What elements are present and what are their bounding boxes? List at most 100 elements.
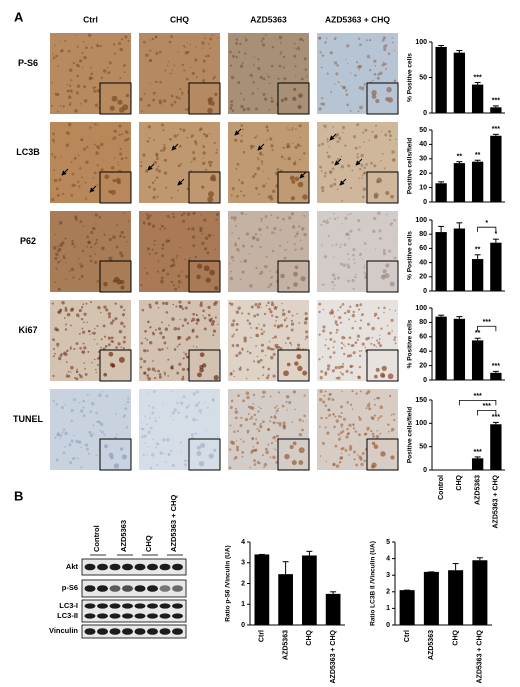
texture-dot bbox=[341, 430, 345, 433]
texture-dot bbox=[230, 322, 235, 327]
texture-dot bbox=[85, 302, 88, 305]
texture-dot bbox=[94, 338, 96, 341]
x-tick-label: Control bbox=[438, 475, 445, 500]
texture-dot bbox=[247, 412, 250, 415]
texture-dot bbox=[199, 301, 203, 305]
texture-dot bbox=[274, 417, 277, 420]
texture-dot bbox=[139, 366, 143, 369]
texture-dot bbox=[195, 403, 199, 407]
texture-dot bbox=[216, 37, 219, 39]
texture-dot bbox=[209, 47, 211, 50]
texture-dot bbox=[346, 253, 349, 256]
texture-dot bbox=[324, 171, 327, 175]
texture-dot bbox=[324, 344, 327, 347]
texture-dot bbox=[320, 370, 324, 373]
texture-dot bbox=[199, 303, 203, 307]
texture-dot bbox=[101, 430, 104, 434]
texture-dot bbox=[244, 417, 249, 422]
texture-dot bbox=[265, 450, 269, 455]
texture-dot bbox=[213, 375, 219, 381]
texture-dot bbox=[125, 93, 130, 98]
texture-dot bbox=[212, 77, 215, 80]
texture-dot bbox=[358, 455, 362, 459]
texture-dot bbox=[103, 372, 108, 377]
texture-dot bbox=[356, 153, 359, 156]
texture-dot bbox=[179, 318, 181, 321]
texture-dot bbox=[267, 443, 270, 446]
texture-dot bbox=[335, 243, 338, 246]
texture-dot bbox=[383, 306, 386, 310]
texture-dot bbox=[267, 285, 270, 289]
texture-dot bbox=[103, 281, 108, 287]
texture-dot bbox=[362, 187, 367, 191]
texture-dot bbox=[156, 463, 159, 467]
texture-dot bbox=[92, 433, 95, 435]
texture-dot bbox=[377, 417, 379, 420]
texture-dot bbox=[339, 321, 343, 324]
texture-dot bbox=[300, 276, 306, 282]
texture-dot bbox=[196, 390, 200, 394]
texture-dot bbox=[318, 303, 320, 305]
texture-dot bbox=[241, 128, 244, 131]
y-tick-label: 0 bbox=[423, 110, 427, 117]
texture-dot bbox=[89, 433, 94, 438]
texture-dot bbox=[336, 64, 339, 67]
y-tick-label: 100 bbox=[415, 39, 427, 46]
texture-dot bbox=[262, 420, 265, 424]
texture-dot bbox=[325, 220, 330, 225]
texture-dot bbox=[166, 272, 170, 276]
texture-dot bbox=[349, 212, 352, 215]
texture-dot bbox=[58, 178, 62, 182]
texture-dot bbox=[290, 196, 296, 201]
texture-dot bbox=[252, 393, 256, 397]
texture-dot bbox=[98, 393, 102, 398]
texture-dot bbox=[67, 122, 72, 127]
texture-dot bbox=[230, 216, 234, 220]
texture-dot bbox=[260, 220, 263, 223]
texture-dot bbox=[331, 244, 334, 247]
texture-dot bbox=[202, 132, 206, 136]
texture-dot bbox=[162, 146, 167, 150]
texture-dot bbox=[240, 211, 244, 215]
texture-dot bbox=[371, 432, 375, 436]
texture-dot bbox=[346, 103, 350, 107]
texture-dot bbox=[202, 69, 206, 73]
texture-dot bbox=[140, 427, 143, 431]
texture-dot bbox=[170, 103, 174, 107]
texture-dot bbox=[330, 90, 333, 93]
texture-dot bbox=[324, 41, 327, 44]
texture-dot bbox=[326, 367, 330, 371]
texture-dot bbox=[56, 193, 60, 197]
texture-dot bbox=[270, 442, 274, 445]
texture-dot bbox=[164, 69, 167, 72]
texture-dot bbox=[186, 322, 190, 325]
texture-dot bbox=[51, 104, 53, 107]
texture-dot bbox=[382, 153, 384, 155]
texture-dot bbox=[195, 313, 198, 317]
texture-dot bbox=[272, 352, 276, 356]
texture-dot bbox=[242, 151, 246, 154]
texture-dot bbox=[277, 408, 279, 410]
texture-dot bbox=[242, 194, 246, 197]
texture-dot bbox=[360, 462, 364, 467]
texture-dot bbox=[149, 325, 152, 329]
arrow bbox=[171, 143, 179, 151]
texture-dot bbox=[264, 354, 267, 357]
texture-dot bbox=[182, 128, 186, 132]
texture-dot bbox=[178, 144, 182, 148]
texture-dot bbox=[55, 187, 59, 191]
texture-dot bbox=[100, 168, 104, 172]
texture-dot bbox=[123, 336, 127, 339]
texture-dot bbox=[298, 124, 302, 128]
x-tick-label: Ctrl bbox=[404, 630, 411, 642]
texture-dot bbox=[389, 309, 391, 311]
texture-dot bbox=[62, 254, 65, 258]
texture-dot bbox=[234, 243, 238, 247]
texture-dot bbox=[321, 283, 324, 286]
texture-dot bbox=[304, 312, 308, 316]
texture-dot bbox=[186, 136, 189, 139]
texture-dot bbox=[336, 140, 340, 144]
texture-dot bbox=[374, 248, 377, 251]
texture-dot bbox=[164, 373, 166, 376]
texture-dot bbox=[245, 213, 248, 216]
